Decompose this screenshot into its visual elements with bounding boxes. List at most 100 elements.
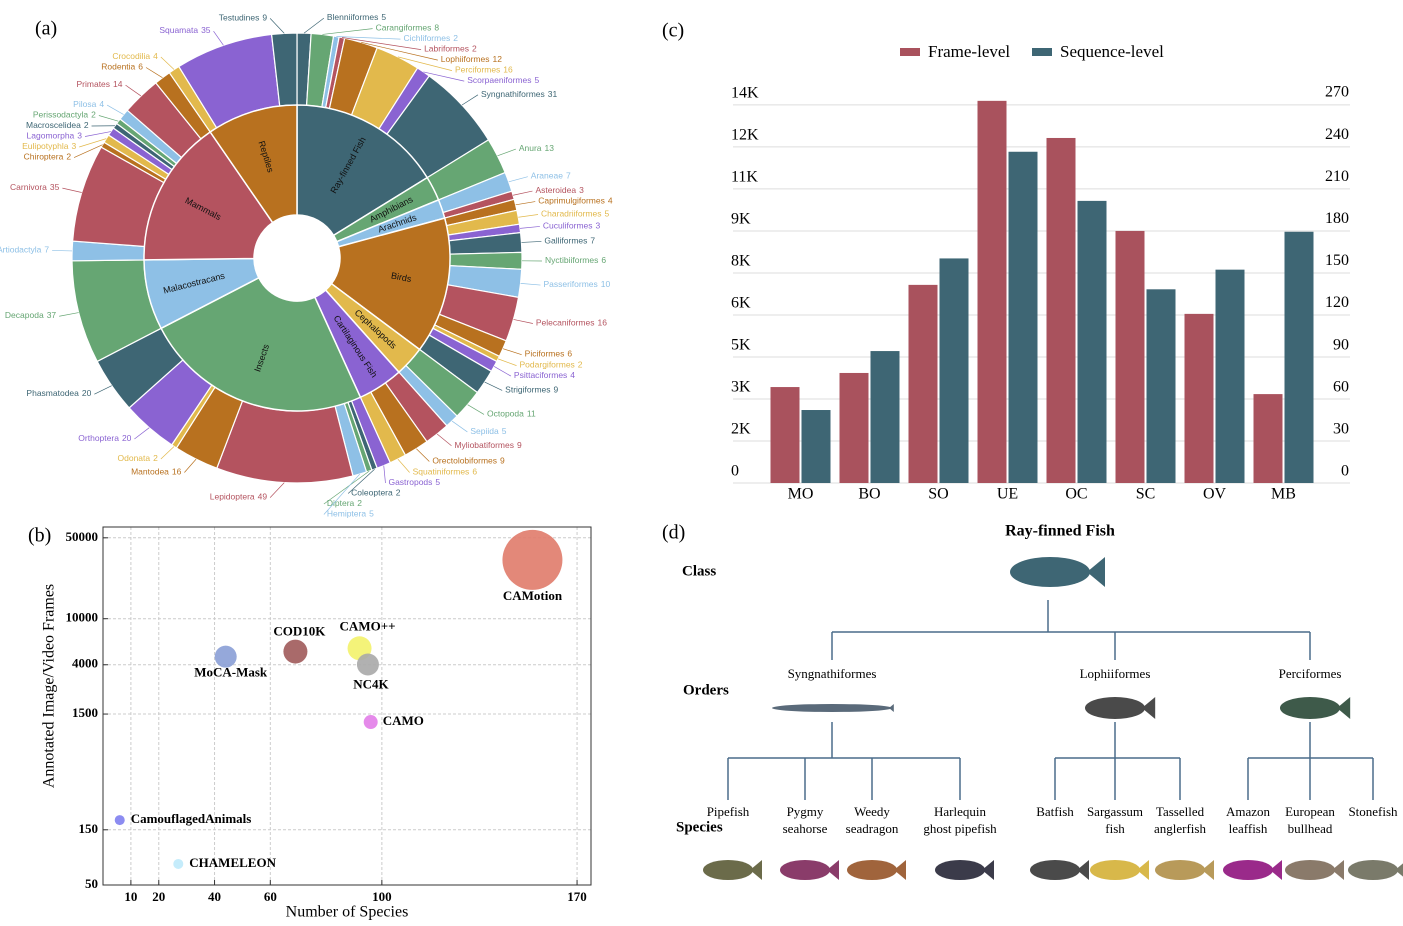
bar [1077,200,1107,483]
order-label: Psittaciformes 4 [514,370,575,380]
order-label: Decapoda 37 [5,310,56,320]
order-value: 3 [77,131,82,141]
leader-line [461,94,479,106]
bar [1146,289,1176,483]
point-label: CAMO++ [340,618,396,633]
fish-image [1085,697,1145,719]
species-label: Stonefish [1348,804,1398,819]
leader-line [125,84,142,97]
leader-line [303,17,325,34]
panel-label: (b) [28,525,51,547]
point-label: NC4K [353,676,389,691]
order-value: 6 [567,349,572,359]
order-name: Phasmatodea [26,388,79,398]
order-name: Hemiptera [327,509,366,519]
leader-line [134,427,150,440]
order-name: Strigiformes [505,385,550,395]
order-label: Rodentia 6 [101,62,143,72]
order-name: Anura [519,143,542,153]
species-label: Pygmy [787,804,824,819]
x-tick-label: UE [997,486,1018,503]
order-label: Asteroidea 3 [535,185,584,195]
order-label: Scorpaeniformes 5 [467,75,539,85]
leader-line [341,37,422,50]
order-value: 20 [122,433,132,443]
group-label: Birds [390,270,413,284]
order-value: 4 [99,99,104,109]
order-label: Chiroptera 2 [24,152,72,162]
leader-line [397,56,453,71]
fish-tail [1077,860,1089,880]
bubble [356,653,379,676]
leader-line [145,67,163,78]
leader-line [322,28,373,35]
y2-tick-label: 240 [1325,126,1349,143]
fish-image [1155,860,1205,880]
fish-image [935,860,985,880]
fish-image [1090,860,1140,880]
order-name: Labriformes [424,44,469,54]
y-tick-label: 8K [731,253,751,270]
order-label: Caprimulgiformes 4 [538,196,613,206]
order-value: 9 [500,456,505,466]
legend-swatch [1032,48,1052,56]
order-value: 20 [82,388,92,398]
order-value: 49 [258,492,268,502]
order-value: 2 [578,360,583,370]
y-axis-title: Annotated Image/Video Frames [41,584,58,788]
y-tick-label: 5K [731,337,751,354]
order-name: Podargiformes [520,360,575,370]
order-value: 7 [44,245,49,255]
panel-label: (c) [662,20,684,42]
order-value: 2 [472,44,477,54]
order-name: Crocodilia [112,51,150,61]
order-label: Blenniiformes 5 [327,12,387,22]
bar [839,372,869,483]
order-label: Testudines 9 [219,13,268,23]
order-name: Asteroidea [535,185,576,195]
order-name: Mantodea [131,467,169,477]
order-label: Myliobatiformes 9 [454,440,522,450]
leader-line [323,473,361,515]
order-name: Pelecaniformes [536,318,595,328]
order-name: Eulipotyphla [22,141,69,151]
order-name: Pilosa [73,99,96,109]
order-value: 16 [503,65,513,75]
bubble [502,529,563,590]
point-label: CHAMELEON [189,855,276,870]
order-label: Orthoptera 20 [78,433,131,443]
x-tick-label: BO [858,486,880,503]
order-name: Carangiformes [376,23,432,33]
bar [908,284,938,483]
leader-line [269,18,285,34]
order-name: Perissodactyla [33,110,89,120]
y-tick-label: 150 [79,821,99,836]
order-label: Orectolobiformes 9 [432,456,505,466]
leader-line [213,30,224,46]
order-label: Odonata 2 [118,453,159,463]
order-value: 14 [113,79,123,89]
x-tick-label: SC [1136,486,1156,503]
order-value: 5 [604,209,609,219]
leader-line [59,312,79,317]
y-tick-label: 14K [731,85,759,102]
order-name: Charadriiformes [541,209,601,219]
order-value: 4 [608,196,613,206]
leader-line [336,36,401,40]
order-label: Syngnathiformes [788,666,877,681]
y-tick-label: 9K [731,211,751,228]
y2-tick-label: 90 [1333,336,1349,353]
leader-line [520,283,541,286]
y-tick-label: 11K [731,169,758,186]
y-tick-label: 6K [731,295,751,312]
species-label: leaffish [1229,821,1268,836]
leader-line [361,41,438,61]
order-name: Artiodactyla [0,245,42,255]
bar [939,258,969,483]
order-name: Syngnathiformes [481,89,545,99]
species-label: seadragon [846,821,899,836]
panel-label: (d) [662,522,685,544]
panel-label: (a) [35,18,57,40]
y-tick-label: 2K [731,421,751,438]
